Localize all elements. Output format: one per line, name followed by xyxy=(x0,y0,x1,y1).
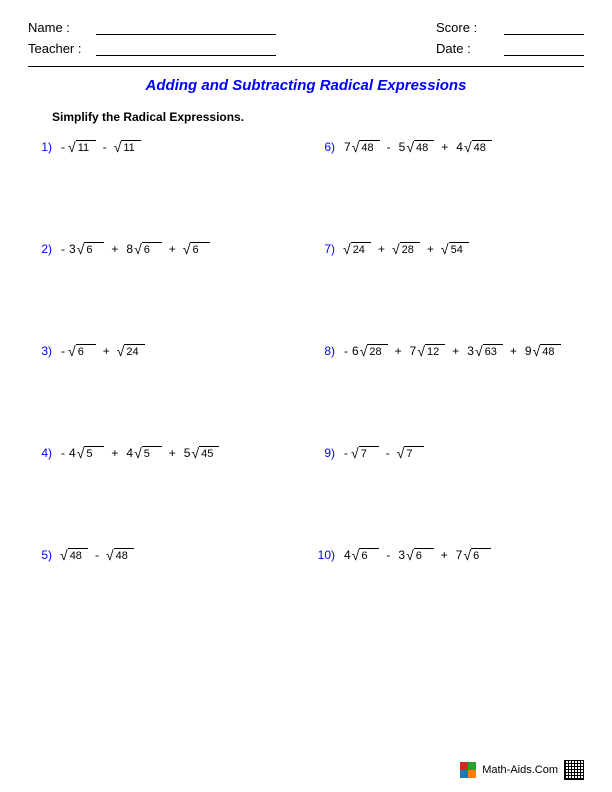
score-line xyxy=(504,21,584,35)
problem: 5)√48-√48 xyxy=(28,548,301,650)
name-label: Name : xyxy=(28,20,88,35)
teacher-line xyxy=(96,42,276,56)
problem: 7)√24+√28+√54 xyxy=(311,242,584,344)
score-field: Score : xyxy=(436,20,584,35)
problem: 4)-4√5+4√5+5√45 xyxy=(28,446,301,548)
worksheet-page: Name : Teacher : Score : Date : Adding a… xyxy=(0,0,612,792)
name-field: Name : xyxy=(28,20,276,35)
problem: 1)-√11-√11 xyxy=(28,140,301,242)
worksheet-title: Adding and Subtracting Radical Expressio… xyxy=(28,77,584,94)
logo-icon xyxy=(460,762,476,778)
expression: -√6+√24 xyxy=(60,344,145,358)
problem-number: 3) xyxy=(28,344,60,358)
problem: 9)-√7-√7 xyxy=(311,446,584,548)
problem-number: 2) xyxy=(28,242,60,256)
header-rule xyxy=(28,66,584,67)
expression: -√7-√7 xyxy=(343,446,424,460)
right-column: 6)7√48-5√48+4√487)√24+√28+√548)-6√28+7√1… xyxy=(311,140,584,650)
problem-number: 4) xyxy=(28,446,60,460)
problem-number: 8) xyxy=(311,344,343,358)
problem: 10)4√6-3√6+7√6 xyxy=(311,548,584,650)
problem: 2)-3√6+8√6+√6 xyxy=(28,242,301,344)
score-label: Score : xyxy=(436,20,496,35)
left-column: 1)-√11-√112)-3√6+8√6+√63)-√6+√244)-4√5+4… xyxy=(28,140,301,650)
teacher-label: Teacher : xyxy=(28,41,88,56)
expression: √48-√48 xyxy=(60,548,134,562)
expression: -6√28+7√12+3√63+9√48 xyxy=(343,344,561,358)
teacher-field: Teacher : xyxy=(28,41,276,56)
problem-number: 10) xyxy=(311,548,343,562)
problem: 3)-√6+√24 xyxy=(28,344,301,446)
problem-number: 5) xyxy=(28,548,60,562)
problem-number: 6) xyxy=(311,140,343,154)
expression: 7√48-5√48+4√48 xyxy=(343,140,492,154)
date-line xyxy=(504,42,584,56)
date-label: Date : xyxy=(436,41,496,56)
expression: 4√6-3√6+7√6 xyxy=(343,548,491,562)
date-field: Date : xyxy=(436,41,584,56)
header-right: Score : Date : xyxy=(436,20,584,56)
problem: 8)-6√28+7√12+3√63+9√48 xyxy=(311,344,584,446)
problems-container: 1)-√11-√112)-3√6+8√6+√63)-√6+√244)-4√5+4… xyxy=(28,140,584,650)
expression: -3√6+8√6+√6 xyxy=(60,242,210,256)
instruction-text: Simplify the Radical Expressions. xyxy=(52,110,584,124)
problem-number: 9) xyxy=(311,446,343,460)
header-left: Name : Teacher : xyxy=(28,20,276,56)
problem-number: 7) xyxy=(311,242,343,256)
qr-icon xyxy=(564,760,584,780)
problem: 6)7√48-5√48+4√48 xyxy=(311,140,584,242)
problem-number: 1) xyxy=(28,140,60,154)
header: Name : Teacher : Score : Date : xyxy=(28,20,584,56)
footer: Math-Aids.Com xyxy=(460,760,584,780)
expression: -4√5+4√5+5√45 xyxy=(60,446,219,460)
footer-text: Math-Aids.Com xyxy=(482,764,558,776)
name-line xyxy=(96,21,276,35)
expression: -√11-√11 xyxy=(60,140,141,154)
expression: √24+√28+√54 xyxy=(343,242,469,256)
